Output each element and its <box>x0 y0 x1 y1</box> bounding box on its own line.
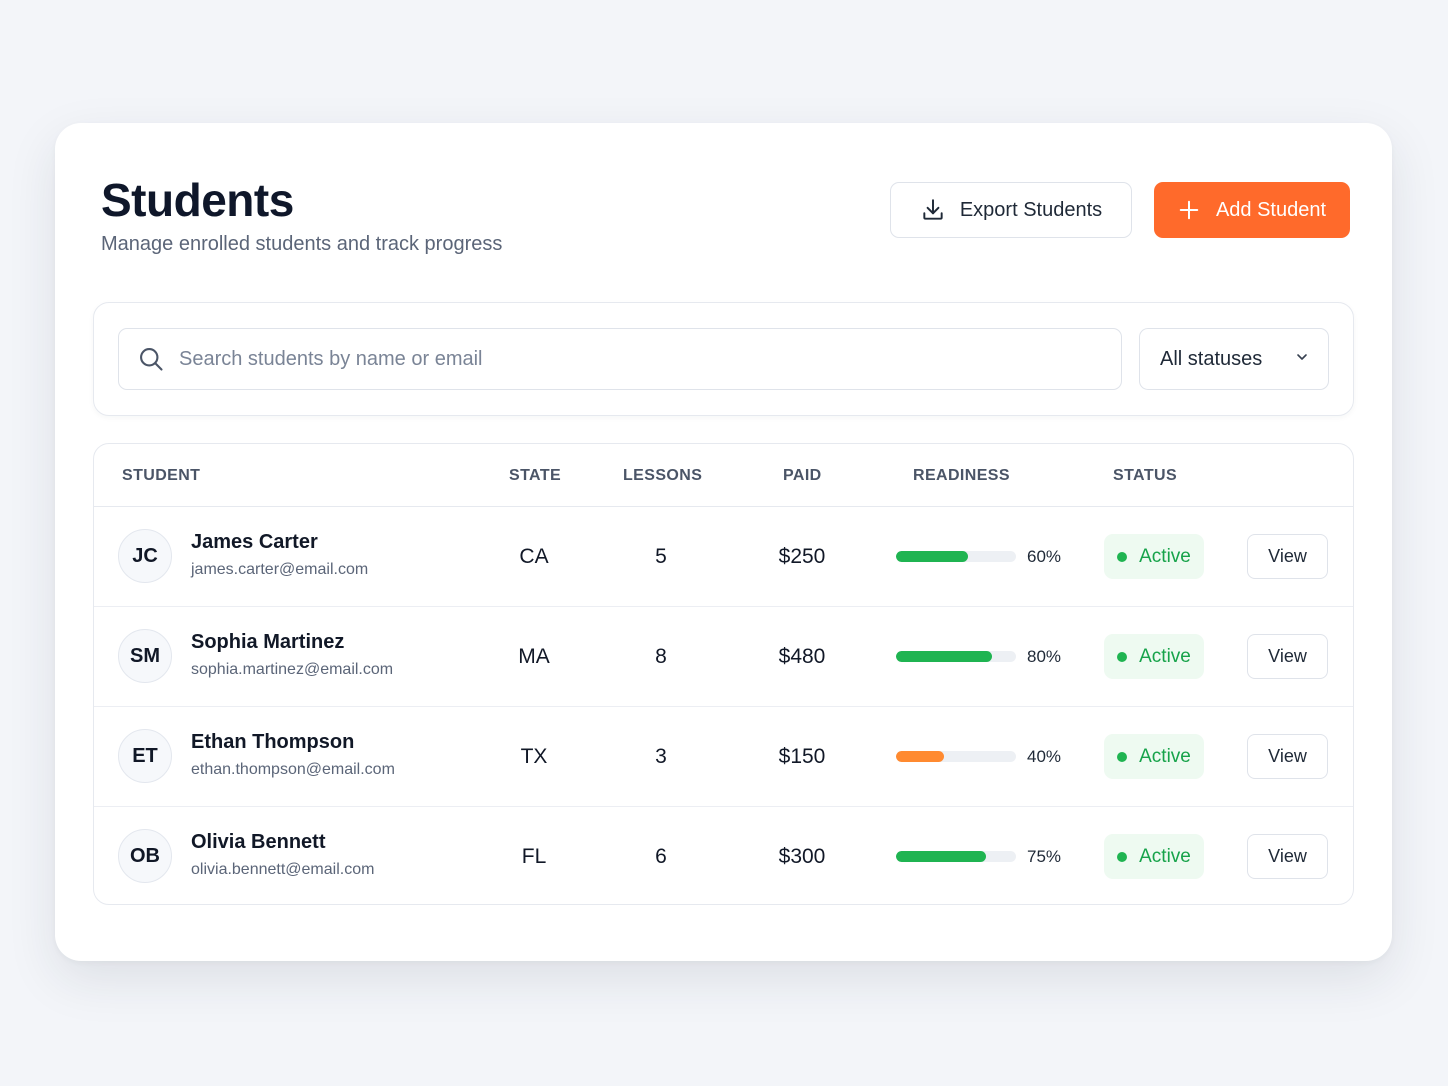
readiness-percent: 75% <box>1027 847 1062 866</box>
search-icon <box>137 345 165 373</box>
table-row: SM Sophia Martinez sophia.martinez@email… <box>94 607 1353 707</box>
export-students-label: Export Students <box>959 198 1103 221</box>
plus-icon <box>1178 199 1200 221</box>
student-state: CA <box>519 545 549 568</box>
students-card: Students Manage enrolled students and tr… <box>55 123 1392 961</box>
readiness-bar-fill <box>896 851 986 862</box>
column-status[interactable]: STATUS <box>1113 467 1178 484</box>
export-students-button[interactable]: Export Students <box>890 182 1132 238</box>
table-row: ET Ethan Thompson ethan.thompson@email.c… <box>94 707 1353 807</box>
readiness-percent: 80% <box>1027 647 1062 666</box>
status-label: Active <box>1139 745 1191 767</box>
chevron-down-icon <box>1294 348 1310 371</box>
status-badge: Active <box>1104 734 1204 779</box>
avatar: ET <box>118 729 172 783</box>
readiness-percent: 40% <box>1027 747 1062 766</box>
student-email: olivia.bennett@email.com <box>191 861 375 878</box>
student-email: james.carter@email.com <box>191 561 369 578</box>
column-readiness[interactable]: READINESS <box>913 467 1010 484</box>
table-row: JC James Carter james.carter@email.com C… <box>94 507 1353 607</box>
student-name[interactable]: Ethan Thompson <box>191 731 355 753</box>
table-header: STUDENT STATE LESSONS PAID READINESS STA… <box>94 444 1353 507</box>
avatar: SM <box>118 629 172 683</box>
search-box[interactable] <box>118 328 1122 390</box>
table-row: OB Olivia Bennett olivia.bennett@email.c… <box>94 807 1353 904</box>
student-lessons: 6 <box>655 845 667 868</box>
student-lessons: 8 <box>655 645 667 668</box>
status-dot-icon <box>1117 651 1128 662</box>
readiness-percent: 60% <box>1027 547 1062 566</box>
avatar: JC <box>118 529 172 583</box>
status-dot-icon <box>1117 851 1128 862</box>
student-name[interactable]: Olivia Bennett <box>191 831 326 853</box>
view-button[interactable]: View <box>1247 734 1328 779</box>
avatar: OB <box>118 829 172 883</box>
student-lessons: 3 <box>655 745 667 768</box>
student-state: MA <box>518 645 550 668</box>
column-student[interactable]: STUDENT <box>122 467 201 484</box>
student-lessons: 5 <box>655 545 667 568</box>
column-lessons[interactable]: LESSONS <box>623 467 703 484</box>
page-subtitle: Manage enrolled students and track progr… <box>101 233 503 255</box>
student-name[interactable]: Sophia Martinez <box>191 631 345 653</box>
student-paid: $150 <box>778 745 826 768</box>
status-filter-select[interactable]: All statuses <box>1139 328 1329 390</box>
page-title: Students <box>101 174 294 226</box>
column-state[interactable]: STATE <box>509 467 562 484</box>
readiness-bar-fill <box>896 551 968 562</box>
student-email: sophia.martinez@email.com <box>191 661 394 678</box>
view-button[interactable]: View <box>1247 634 1328 679</box>
search-input[interactable] <box>179 347 1079 371</box>
student-paid: $300 <box>778 845 826 868</box>
readiness-bar-fill <box>896 751 944 762</box>
student-state: TX <box>520 745 548 768</box>
status-label: Active <box>1139 845 1191 867</box>
status-filter-value: All statuses <box>1160 347 1263 370</box>
filter-panel: All statuses <box>93 302 1354 416</box>
download-icon <box>920 197 946 223</box>
readiness-bar <box>896 651 1016 662</box>
add-student-label: Add Student <box>1215 198 1327 221</box>
view-button[interactable]: View <box>1247 534 1328 579</box>
view-button[interactable]: View <box>1247 834 1328 879</box>
readiness-bar-fill <box>896 651 992 662</box>
readiness-bar <box>896 851 1016 862</box>
student-name[interactable]: James Carter <box>191 531 318 553</box>
students-table: STUDENT STATE LESSONS PAID READINESS STA… <box>93 443 1354 905</box>
student-state: FL <box>521 845 547 868</box>
column-paid[interactable]: PAID <box>783 467 822 484</box>
status-label: Active <box>1139 545 1191 567</box>
readiness-bar <box>896 551 1016 562</box>
status-badge: Active <box>1104 634 1204 679</box>
status-badge: Active <box>1104 834 1204 879</box>
status-label: Active <box>1139 645 1191 667</box>
student-paid: $250 <box>778 545 826 568</box>
add-student-button[interactable]: Add Student <box>1154 182 1350 238</box>
status-dot-icon <box>1117 551 1128 562</box>
readiness-bar <box>896 751 1016 762</box>
student-paid: $480 <box>778 645 826 668</box>
student-email: ethan.thompson@email.com <box>191 761 395 778</box>
status-badge: Active <box>1104 534 1204 579</box>
status-dot-icon <box>1117 751 1128 762</box>
